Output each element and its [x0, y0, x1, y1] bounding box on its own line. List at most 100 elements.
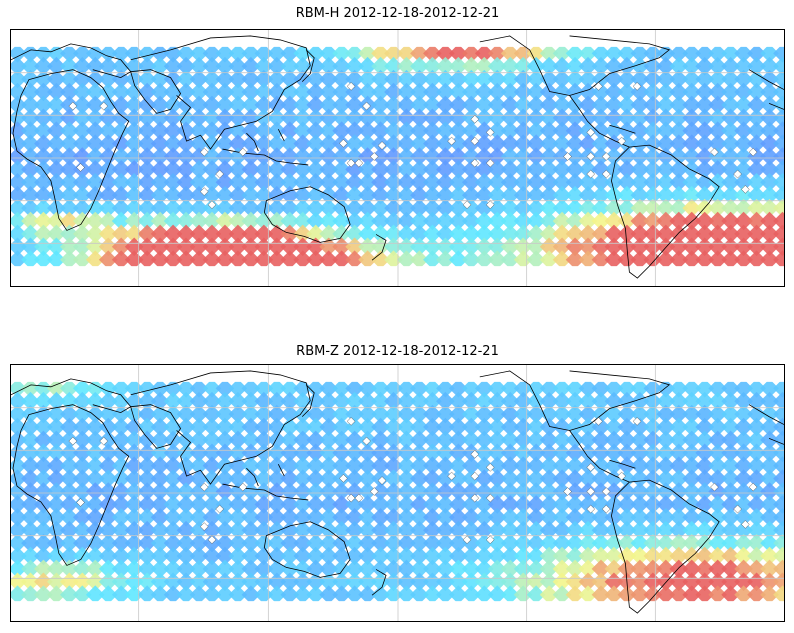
heat-cell — [604, 173, 624, 192]
coastline — [479, 370, 671, 431]
heat-cell — [487, 585, 507, 604]
heat-cell — [34, 482, 53, 501]
heat-cell — [410, 82, 429, 102]
heat-cell — [137, 559, 157, 579]
heat-cell — [150, 121, 170, 141]
heat-cell — [500, 482, 520, 501]
heat-cell — [163, 495, 183, 514]
heat-cell — [500, 495, 520, 514]
heat-cell — [163, 520, 183, 540]
heat-cell — [163, 160, 183, 179]
heat-cell — [293, 508, 313, 527]
heat-cell — [643, 495, 663, 514]
heat-cell — [371, 520, 390, 540]
heat-cell — [604, 237, 624, 257]
heat-cell — [773, 546, 784, 566]
heat-cell — [11, 404, 27, 424]
heat-cell — [150, 95, 170, 115]
heat-cell — [526, 44, 546, 63]
heat-cell — [552, 559, 572, 579]
heat-cell — [137, 108, 157, 128]
heat-cell — [150, 482, 170, 501]
map-panel-rbm-h — [10, 29, 785, 287]
heat-cell — [526, 56, 546, 76]
heat-cell — [176, 185, 196, 205]
station-marker — [339, 474, 348, 483]
heat-cell — [34, 211, 53, 231]
coastline — [246, 132, 259, 152]
heat-cell — [98, 482, 118, 501]
heat-cell — [11, 82, 27, 102]
heat-cell — [47, 237, 66, 257]
heat-cell — [202, 508, 222, 527]
heat-cell — [202, 82, 222, 102]
heat-cell — [11, 417, 27, 437]
heat-cell — [552, 121, 572, 141]
heat-cell — [371, 482, 390, 501]
heat-cell — [539, 69, 559, 89]
coastline — [301, 49, 315, 82]
heat-cell — [85, 585, 105, 604]
heat-cell — [202, 56, 222, 76]
heat-cell — [423, 585, 442, 604]
heat-cell — [47, 211, 66, 231]
station-marker — [563, 487, 572, 496]
heat-cell — [552, 95, 572, 115]
heat-cell — [643, 482, 663, 501]
heat-cell — [721, 224, 740, 244]
heat-cell — [552, 495, 572, 514]
heat-cell — [526, 108, 546, 128]
heat-cell — [760, 456, 779, 476]
heat-cell — [773, 533, 784, 553]
heat-cell — [721, 95, 740, 115]
heat-cell — [47, 134, 66, 153]
heat-cell — [526, 237, 546, 257]
heat-cell — [487, 572, 507, 592]
heat-cell — [228, 224, 248, 244]
station-marker — [354, 158, 364, 168]
heat-cell — [267, 520, 287, 540]
heat-cell — [643, 520, 663, 540]
heat-cell — [150, 147, 170, 166]
heat-cell — [215, 559, 235, 579]
heat-cell — [773, 391, 784, 411]
heat-cell — [21, 185, 40, 205]
heat-cell — [150, 198, 170, 218]
heat-cell — [332, 508, 351, 527]
heat-cell — [643, 108, 663, 128]
heat-cell — [552, 69, 572, 89]
heat-cell — [552, 173, 572, 192]
heat-cell — [163, 121, 183, 141]
station-marker — [362, 101, 371, 111]
heat-cell — [526, 585, 546, 604]
heat-cell — [436, 69, 455, 89]
heat-cell — [449, 508, 468, 527]
heat-cell — [526, 379, 546, 398]
heat-cell — [526, 495, 546, 514]
heat-cell — [500, 185, 520, 205]
heat-cell — [215, 469, 235, 488]
heat-cell — [371, 198, 390, 218]
heat-cell — [760, 147, 779, 166]
heat-cell — [202, 173, 222, 192]
heat-cell — [449, 95, 468, 115]
heat-cell — [150, 572, 170, 592]
station-marker — [485, 535, 495, 545]
heat-cell — [72, 508, 92, 527]
heat-cell — [241, 198, 261, 218]
heat-cell — [526, 198, 546, 218]
station-marker — [99, 436, 109, 446]
heat-cell — [34, 56, 53, 76]
heat-cell — [500, 456, 520, 476]
heat-cell — [513, 559, 533, 579]
heat-cell — [721, 495, 740, 514]
heat-cell — [461, 559, 481, 579]
heat-cell — [293, 56, 313, 76]
heat-cell — [449, 44, 468, 63]
heat-cell — [98, 134, 118, 153]
heat-cell — [241, 224, 261, 244]
station-marker — [748, 482, 758, 492]
heat-cell — [423, 572, 442, 592]
heat-cell — [410, 134, 429, 153]
heat-cell — [565, 572, 585, 592]
